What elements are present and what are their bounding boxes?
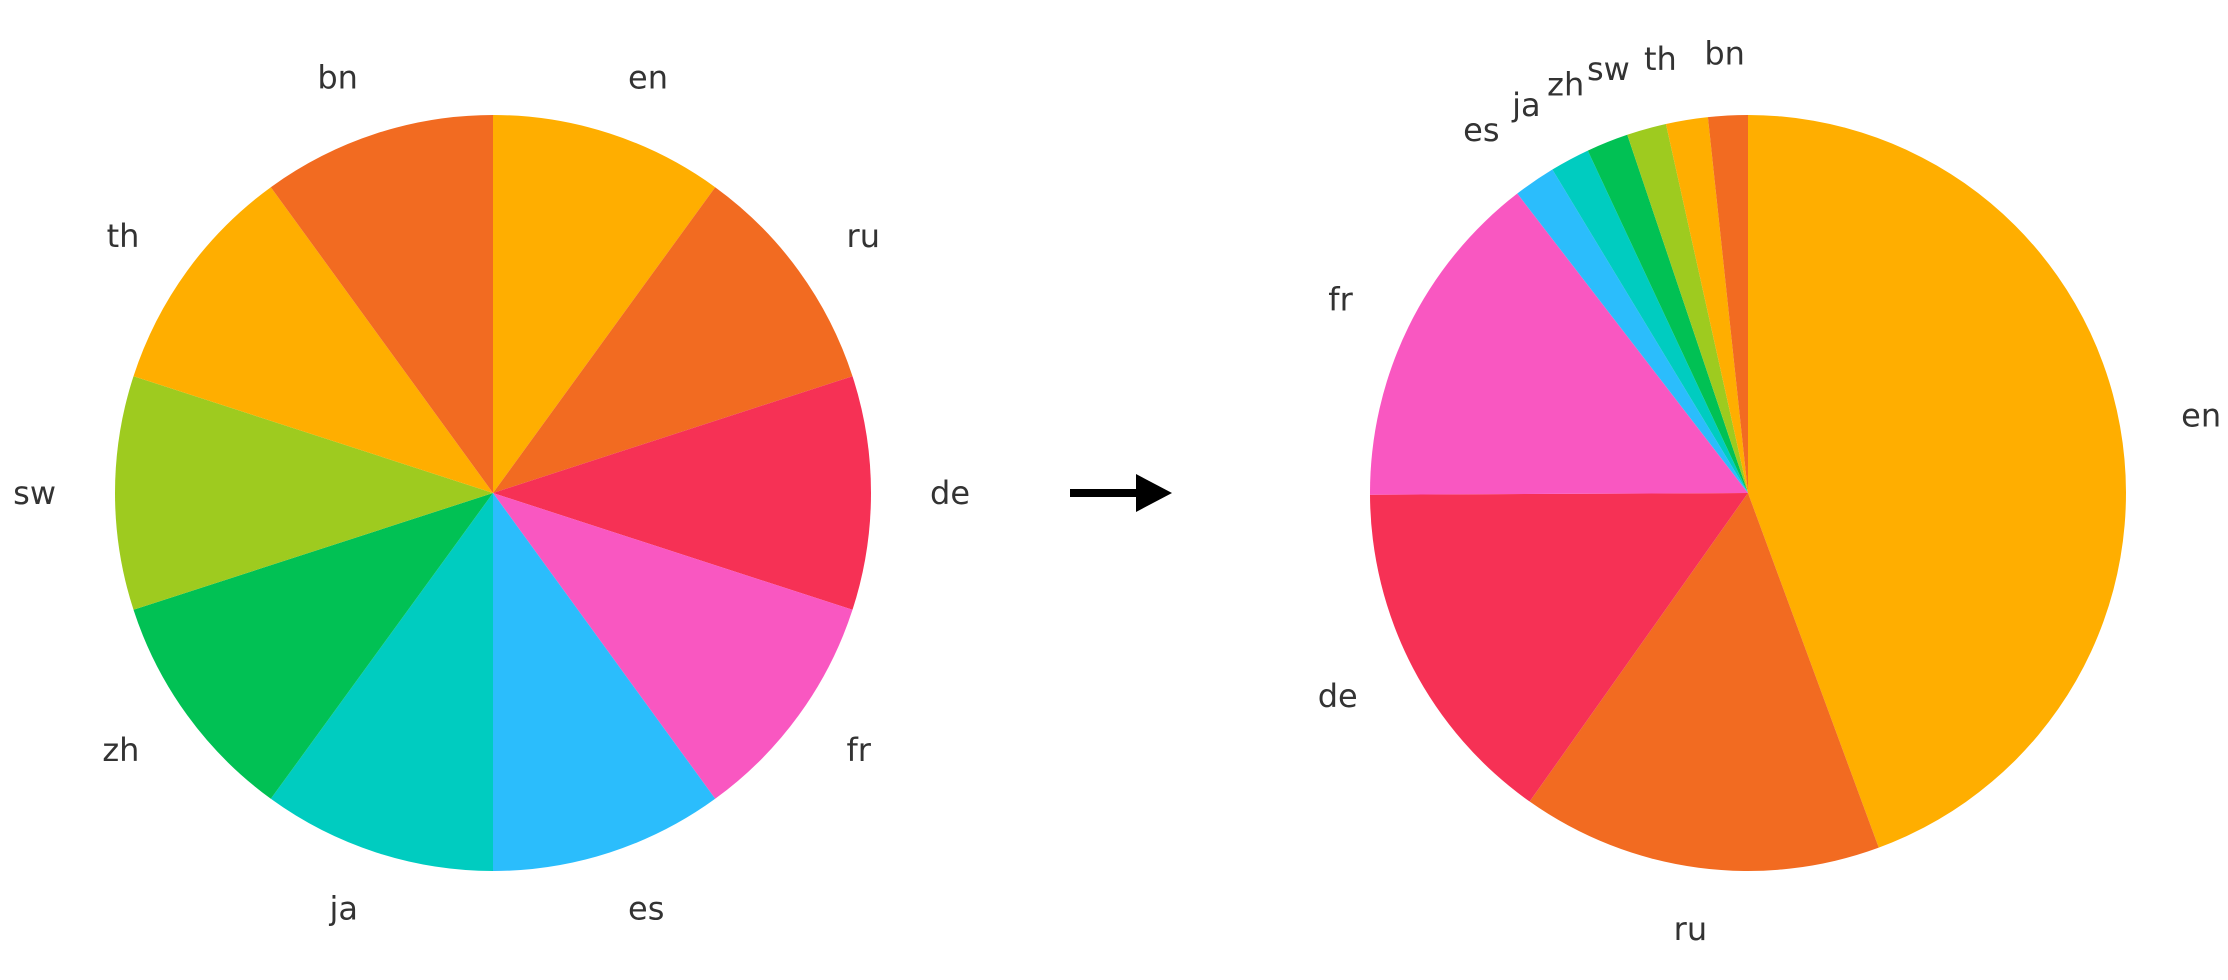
before-slice-sw <box>114 376 493 610</box>
after-slice-th <box>1665 117 1748 493</box>
before-slice-fr <box>493 493 853 799</box>
after-label-fr: fr <box>1328 281 1353 319</box>
after-label-sw: sw <box>1587 50 1630 88</box>
before-slice-ru <box>493 187 853 493</box>
before-slice-zh <box>133 493 493 799</box>
after-slice-sw <box>1627 124 1748 493</box>
before-slice-ja <box>270 493 493 871</box>
before-label-th: th <box>107 217 140 255</box>
right-arrow-icon <box>1070 474 1172 512</box>
before-slice-de <box>493 376 872 610</box>
before-label-ru: ru <box>847 217 880 255</box>
after-label-ja: ja <box>1511 86 1541 124</box>
before-label-en: en <box>628 58 668 96</box>
after-label-bn: bn <box>1704 35 1745 73</box>
after-label-es: es <box>1463 111 1499 149</box>
after-slice-de <box>1370 493 1748 802</box>
arrow-head <box>1136 474 1172 512</box>
before-label-zh: zh <box>102 731 139 769</box>
after-slice-ja <box>1552 150 1748 493</box>
after-label-de: de <box>1318 677 1358 715</box>
before-slice-en <box>493 115 716 493</box>
before-label-es: es <box>628 890 664 928</box>
before-label-de: de <box>930 474 970 512</box>
before-slice-bn <box>270 115 493 493</box>
after-slice-ru <box>1529 493 1879 871</box>
after-slice-zh <box>1587 134 1748 494</box>
before-slice-th <box>133 187 493 493</box>
before-slice-es <box>493 493 716 871</box>
before-label-fr: fr <box>847 731 872 769</box>
before-label-ja: ja <box>328 890 358 928</box>
after-slice-fr <box>1369 193 1748 495</box>
after-slice-bn <box>1707 115 1748 493</box>
after-label-zh: zh <box>1547 66 1584 104</box>
after-label-ru: ru <box>1674 910 1707 948</box>
after-label-th: th <box>1644 40 1677 78</box>
after-label-en: en <box>2181 397 2221 435</box>
pie-chart-before: en ru de fr es ja zh sw th bn <box>13 58 970 927</box>
before-label-sw: sw <box>13 474 56 512</box>
before-label-bn: bn <box>317 58 358 96</box>
after-slice-en <box>1748 115 2126 848</box>
after-slice-es <box>1517 169 1748 494</box>
